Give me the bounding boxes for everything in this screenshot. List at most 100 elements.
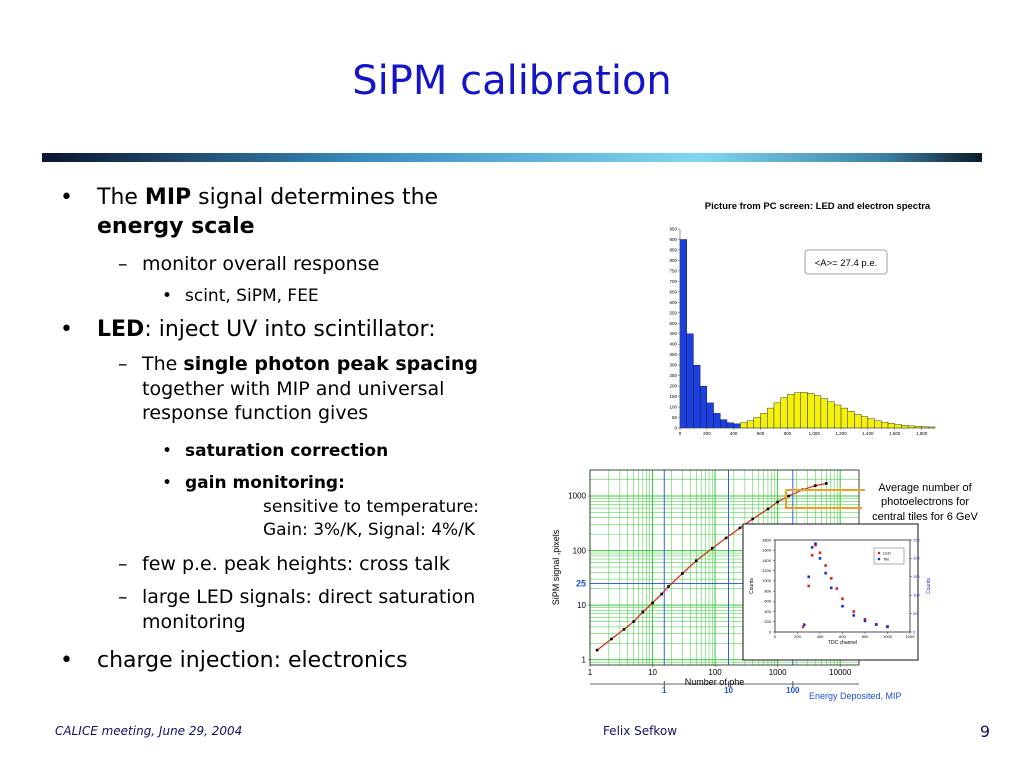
y-tick-label: 1800 xyxy=(762,537,772,542)
y-tick-label: 650 xyxy=(669,289,677,294)
data-point xyxy=(738,526,742,530)
y-tick-label: 1000 xyxy=(762,578,772,583)
footer-center: Felix Sefkow xyxy=(602,724,678,738)
x2-label: Energy Deposited, MIP xyxy=(809,691,902,701)
y-tick-label: 600 xyxy=(669,300,677,305)
y2-tick-label: 100 xyxy=(913,593,920,598)
histogram-bar xyxy=(840,407,848,429)
data-point xyxy=(824,564,827,567)
x-tick-label: 100 xyxy=(708,668,722,677)
data-point xyxy=(724,536,728,540)
text-run: monitor overall response xyxy=(142,253,380,275)
x-tick-label: 1,200 xyxy=(835,431,847,436)
y-label: Counts xyxy=(749,578,755,594)
y2-tick-label: 50 xyxy=(913,611,918,616)
data-point xyxy=(841,604,844,608)
annotation-box xyxy=(804,249,888,275)
figure-background xyxy=(742,523,919,661)
histogram-bar xyxy=(860,416,869,429)
histogram-bar xyxy=(767,407,775,429)
y-tick-label: 0 xyxy=(674,426,677,431)
y-tick-label: 750 xyxy=(669,268,677,273)
text-run: few p.e. peak heights: cross talk xyxy=(142,553,450,575)
callout-bracket xyxy=(785,489,865,509)
x-tick-label: 1,600 xyxy=(889,431,901,436)
y-tick-label: 200 xyxy=(764,619,771,624)
text-run: signal determines the xyxy=(191,185,439,210)
x2-tick-label: 100 xyxy=(786,686,800,695)
text-run: MIP xyxy=(144,185,192,210)
bullet-text: gain monitoring: xyxy=(185,472,535,494)
legend-swatch xyxy=(877,551,881,555)
x-tick-label: 1,800 xyxy=(916,431,928,436)
y-tick-label: 200 xyxy=(669,384,677,389)
x-label: TDC channel xyxy=(828,640,857,646)
histogram-bar xyxy=(847,411,855,429)
callout: Average number of photoelectrons for cen… xyxy=(872,482,978,523)
data-point xyxy=(810,554,814,557)
data-point xyxy=(776,500,779,504)
histogram-bar xyxy=(881,421,889,429)
legend-box xyxy=(873,547,905,565)
text-run: scint, SiPM, FEE xyxy=(185,286,319,306)
bullet-marker: • xyxy=(60,317,73,342)
y-tick-label: 400 xyxy=(764,609,771,614)
x-tick-label: 1,000 xyxy=(809,431,821,436)
y-tick-label: 1 xyxy=(582,655,587,664)
y-tick-label: 250 xyxy=(669,373,677,378)
bullet-text: monitor overall response xyxy=(142,252,534,277)
data-point xyxy=(751,517,755,521)
data-point xyxy=(835,587,839,590)
legend-swatch xyxy=(877,557,881,561)
x-tick-label: 800 xyxy=(862,634,869,639)
y-tick-label: 500 xyxy=(669,321,677,326)
data-point xyxy=(813,484,817,487)
y-tick-label: 0 xyxy=(769,629,772,634)
histogram-bar xyxy=(854,413,862,429)
histogram-bar xyxy=(800,392,808,429)
data-point xyxy=(829,577,833,580)
footer-left: CALICE meeting, June 29, 2004 xyxy=(55,724,243,738)
y-tick-label: 10 xyxy=(577,601,586,610)
marker-label: 25 xyxy=(576,578,586,588)
x-tick-label: 400 xyxy=(730,431,738,436)
histogram-bar xyxy=(740,422,748,429)
text-run: The xyxy=(142,353,184,375)
y-tick-label: 100 xyxy=(573,546,587,555)
x-tick-label: 0 xyxy=(774,634,777,639)
histogram-bar xyxy=(814,395,822,429)
bullet-marker: – xyxy=(118,353,128,375)
y2-tick-label: 250 xyxy=(913,537,920,542)
histogram-bar xyxy=(901,425,909,429)
y-tick-label: 300 xyxy=(669,363,677,368)
histogram-bar xyxy=(867,418,875,429)
bullet-text: LED: inject UV into scintillator: xyxy=(97,316,527,345)
x-tick-label: 800 xyxy=(784,431,792,436)
data-point xyxy=(632,620,636,623)
slide-title: SiPM calibration xyxy=(352,58,672,104)
histogram-bar xyxy=(713,413,721,429)
y-tick-label: 950 xyxy=(669,227,677,232)
x-tick-label: 1000 xyxy=(769,668,787,677)
x-label: Number of phe xyxy=(685,677,745,687)
histogram-bar xyxy=(820,398,828,429)
y-tick-label: 100 xyxy=(669,405,677,410)
plot-frame xyxy=(774,539,911,633)
data-point xyxy=(841,597,844,601)
histogram-bar xyxy=(720,419,728,429)
y-tick-label: 900 xyxy=(669,237,677,242)
text-run: charge injection: electronics xyxy=(97,648,408,673)
histogram-bar xyxy=(793,392,801,429)
data-point xyxy=(886,625,889,628)
text-run: gain monitoring: xyxy=(185,473,345,493)
data-point xyxy=(807,584,811,588)
x-tick-label: 1,400 xyxy=(862,431,874,436)
data-point xyxy=(660,592,663,596)
data-point xyxy=(863,619,867,623)
y-tick-label: 700 xyxy=(669,279,677,284)
data-point xyxy=(863,617,867,621)
y-tick-label: 1000 xyxy=(568,492,586,501)
bullet-marker: • xyxy=(60,648,73,673)
